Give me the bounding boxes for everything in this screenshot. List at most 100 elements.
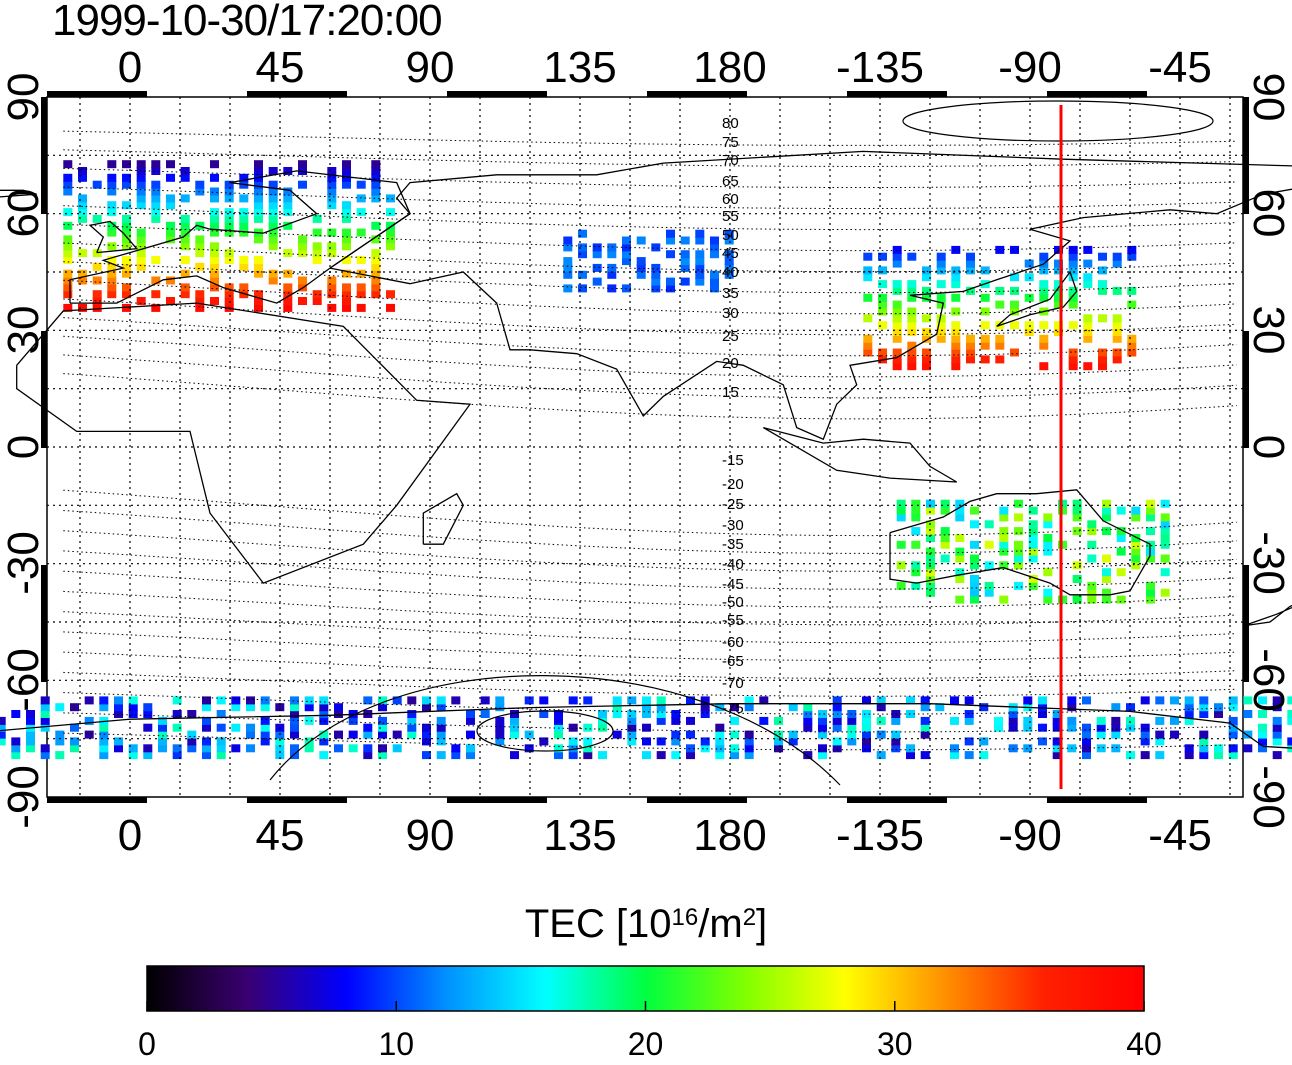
lat-tick-right: -90 (1244, 765, 1292, 829)
tec-cell (651, 270, 661, 279)
tec-cell (356, 208, 366, 217)
tec-cell (378, 723, 387, 732)
tec-cell (298, 160, 307, 169)
tec-cell (656, 696, 666, 705)
tec-cell (906, 744, 915, 753)
tec-cell (922, 314, 931, 323)
tec-cell (1111, 723, 1121, 732)
lon-tick-bottom: 180 (693, 811, 766, 860)
tec-cell (1258, 737, 1267, 746)
tec-cell (1014, 527, 1023, 536)
tec-cell (1131, 554, 1141, 563)
tec-cell (583, 737, 593, 746)
tec-cell (1028, 547, 1038, 556)
tec-cell (1014, 547, 1023, 556)
tec-cell (936, 293, 946, 302)
tec-cell (951, 266, 961, 275)
tec-cell (951, 245, 961, 254)
tec-cell (911, 581, 921, 590)
tec-cell (122, 303, 131, 312)
tec-cell (304, 703, 314, 712)
tec-cell (896, 561, 906, 570)
tec-cell (239, 208, 249, 217)
tec-cell (612, 730, 622, 739)
tec-cell (636, 236, 646, 245)
coastline (422, 492, 465, 545)
tec-cell (136, 173, 146, 182)
tec-cell (788, 730, 798, 739)
tec-cell (1068, 286, 1078, 295)
tec-cell (666, 250, 675, 259)
tec-cell (951, 293, 961, 302)
tec-cell (371, 269, 381, 278)
tec-cell (172, 723, 182, 732)
tec-cell (892, 328, 902, 336)
tec-cell (936, 314, 946, 323)
lat-tick-left: 30 (0, 306, 48, 355)
tec-cell (63, 249, 73, 258)
tec-cell (0, 730, 6, 739)
tec-cell (1087, 554, 1097, 563)
tec-cell (1082, 723, 1091, 732)
tec-cell (936, 300, 946, 309)
tec-cell (392, 696, 402, 705)
tec-cell (832, 716, 842, 725)
tec-cell (1096, 744, 1106, 753)
tec-cell (911, 540, 921, 549)
colorbar-title-exp1: 16 (671, 904, 699, 931)
tec-cell (312, 290, 322, 299)
tec-cell (656, 751, 666, 760)
contour-label: -20 (722, 476, 744, 493)
tec-cell (1096, 723, 1106, 732)
lon-tick-bottom: -45 (1148, 811, 1212, 860)
tec-cell (1052, 744, 1062, 753)
tec-cell (724, 250, 734, 259)
tec-cell (122, 228, 131, 237)
lon-tick-top: 45 (256, 43, 305, 92)
tec-cell (180, 194, 190, 203)
tec-cell (1008, 716, 1018, 725)
tec-cell (143, 710, 153, 718)
tec-cell (136, 160, 146, 169)
tec-cell (304, 696, 314, 705)
tec-cell (1098, 348, 1107, 357)
tec-cell (680, 257, 690, 266)
tec-cell (1111, 703, 1121, 712)
tec-cell (210, 187, 219, 196)
tec-cell (224, 180, 234, 189)
tec-cell (1214, 751, 1223, 760)
tec-cell (128, 696, 138, 705)
tec-cell (1146, 506, 1155, 515)
tec-cell (984, 540, 994, 549)
tec-cell (1038, 737, 1047, 746)
tec-cell (1010, 300, 1019, 309)
tec-cell (283, 269, 293, 278)
tec-cell (926, 554, 935, 563)
tec-cell (436, 696, 446, 705)
tec-cell (268, 276, 278, 285)
tec-cell (166, 160, 175, 169)
tec-cell (202, 703, 211, 712)
tec-cell (803, 751, 813, 760)
tec-cell (210, 242, 219, 251)
tec-cell (970, 554, 979, 563)
tec-cell (202, 723, 211, 732)
tec-cell (999, 513, 1009, 522)
contour-label: 65 (722, 173, 739, 190)
tec-cell (1146, 581, 1155, 590)
tec-cell (386, 228, 395, 237)
colorbar-tick-label: 20 (628, 1026, 664, 1062)
tec-cell (1083, 280, 1093, 289)
tec-cell (1140, 751, 1150, 760)
tec-cell (107, 180, 117, 189)
tec-cell (832, 703, 842, 712)
tec-cell (774, 730, 783, 739)
tec-cell (671, 730, 681, 739)
tec-cell (122, 235, 131, 244)
colorbar-tick-label: 30 (877, 1026, 913, 1062)
tec-cell (1102, 575, 1111, 583)
tec-cell (744, 751, 754, 760)
tec-cell (371, 290, 381, 299)
tec-cell (964, 751, 974, 760)
tec-cell (356, 290, 366, 299)
